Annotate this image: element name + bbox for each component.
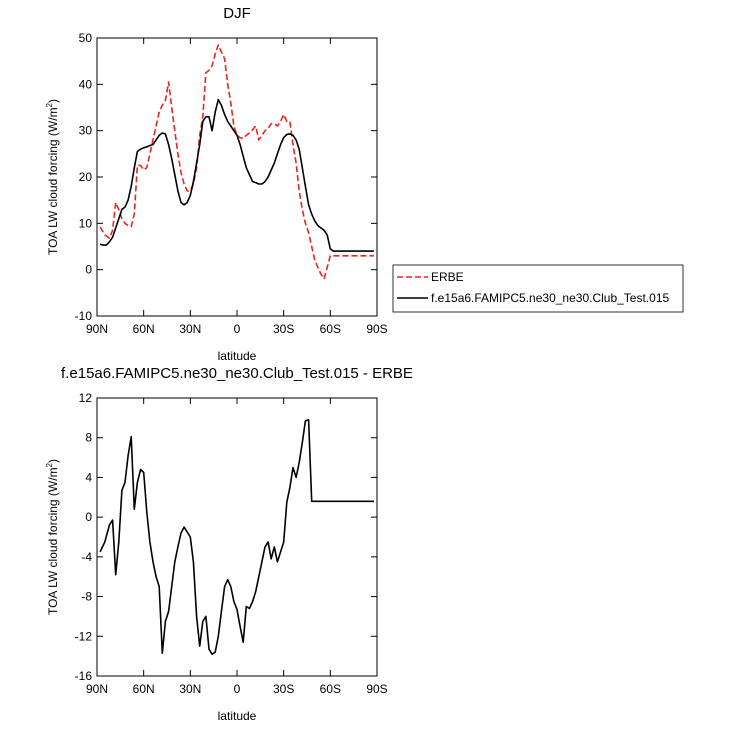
top-y-axis-label: TOA LW cloud forcing (W/m2)	[45, 99, 60, 255]
bottom-series-lines	[99, 418, 374, 656]
bottom-ytick-label: -8	[81, 590, 92, 604]
bottom-x-axis-label: latitude	[218, 709, 257, 723]
top-ytick-label: -10	[75, 309, 93, 323]
bottom-ytick-label: 0	[85, 510, 92, 524]
top-xtick-label: 0	[234, 322, 241, 336]
top-ytick-label: 30	[79, 124, 93, 138]
top-ytick-label: 0	[85, 263, 92, 277]
top-y-axis: -10 0 10 20 30 40 50	[75, 31, 377, 323]
bottom-ytick-label: 12	[79, 391, 93, 405]
top-xtick-label: 90N	[86, 322, 108, 336]
bottom-chart-title: f.e15a6.FAMIPC5.ne30_ne30.Club_Test.015 …	[61, 365, 413, 382]
top-y-axis-label-end: )	[46, 99, 60, 103]
top-ytick-label: 10	[79, 216, 93, 230]
top-ytick-label: 20	[79, 170, 93, 184]
top-ytick-label: 40	[79, 77, 93, 91]
bottom-y-axis: -16 -12 -8 -4 0 4 8 12	[75, 391, 377, 683]
bottom-x-axis: 90N 60N 30N 0 30S 60S 90S	[86, 398, 388, 696]
top-line-chart: DJF -10 0 10 20 30 40 50 90N 60N 30N 0 30S 60S 90S l…	[45, 5, 388, 363]
top-x-axis-label: latitude	[218, 349, 257, 363]
bottom-ytick-label: -4	[81, 550, 92, 564]
legend: ERBE f.e15a6.FAMIPC5.ne30_ne30.Club_Test…	[392, 264, 684, 313]
top-xtick-label: 60S	[320, 322, 341, 336]
top-series-line-1	[99, 98, 374, 252]
top-chart-title: DJF	[223, 5, 251, 22]
bottom-xtick-label: 30S	[273, 682, 294, 696]
bottom-ytick-label: -12	[75, 629, 93, 643]
top-xtick-label: 60N	[133, 322, 155, 336]
legend-label-model: f.e15a6.FAMIPC5.ne30_ne30.Club_Test.015	[431, 291, 669, 305]
bottom-xtick-label: 90S	[366, 682, 387, 696]
top-xtick-label: 90S	[366, 322, 387, 336]
bottom-y-axis-label-main: TOA LW cloud forcing (W/m	[46, 467, 60, 615]
top-plot-frame	[96, 37, 378, 317]
bottom-ytick-label: 8	[85, 431, 92, 445]
bottom-xtick-label: 90N	[86, 682, 108, 696]
bottom-line-chart: f.e15a6.FAMIPC5.ne30_ne30.Club_Test.015 …	[45, 365, 413, 723]
bottom-series-line-0	[99, 418, 374, 656]
bottom-ytick-label: -16	[75, 669, 93, 683]
top-series-line-0	[99, 44, 374, 280]
bottom-y-axis-label: TOA LW cloud forcing (W/m2)	[45, 459, 60, 615]
bottom-y-axis-label-sup: 2	[45, 462, 54, 467]
legend-label-erbe: ERBE	[431, 270, 464, 284]
top-series-lines	[99, 44, 374, 280]
bottom-y-axis-label-end: )	[46, 459, 60, 463]
bottom-ytick-label: 4	[85, 470, 92, 484]
bottom-plot-frame	[96, 397, 378, 677]
bottom-xtick-label: 0	[234, 682, 241, 696]
bottom-xtick-label: 30N	[179, 682, 201, 696]
top-xtick-label: 30S	[273, 322, 294, 336]
legend-box	[392, 264, 684, 313]
bottom-xtick-label: 60S	[320, 682, 341, 696]
top-y-axis-label-main: TOA LW cloud forcing (W/m	[46, 107, 60, 255]
top-y-axis-label-sup: 2	[45, 102, 54, 107]
top-xtick-label: 30N	[179, 322, 201, 336]
bottom-xtick-label: 60N	[133, 682, 155, 696]
top-x-axis: 90N 60N 30N 0 30S 60S 90S	[86, 38, 388, 336]
top-ytick-label: 50	[79, 31, 93, 45]
